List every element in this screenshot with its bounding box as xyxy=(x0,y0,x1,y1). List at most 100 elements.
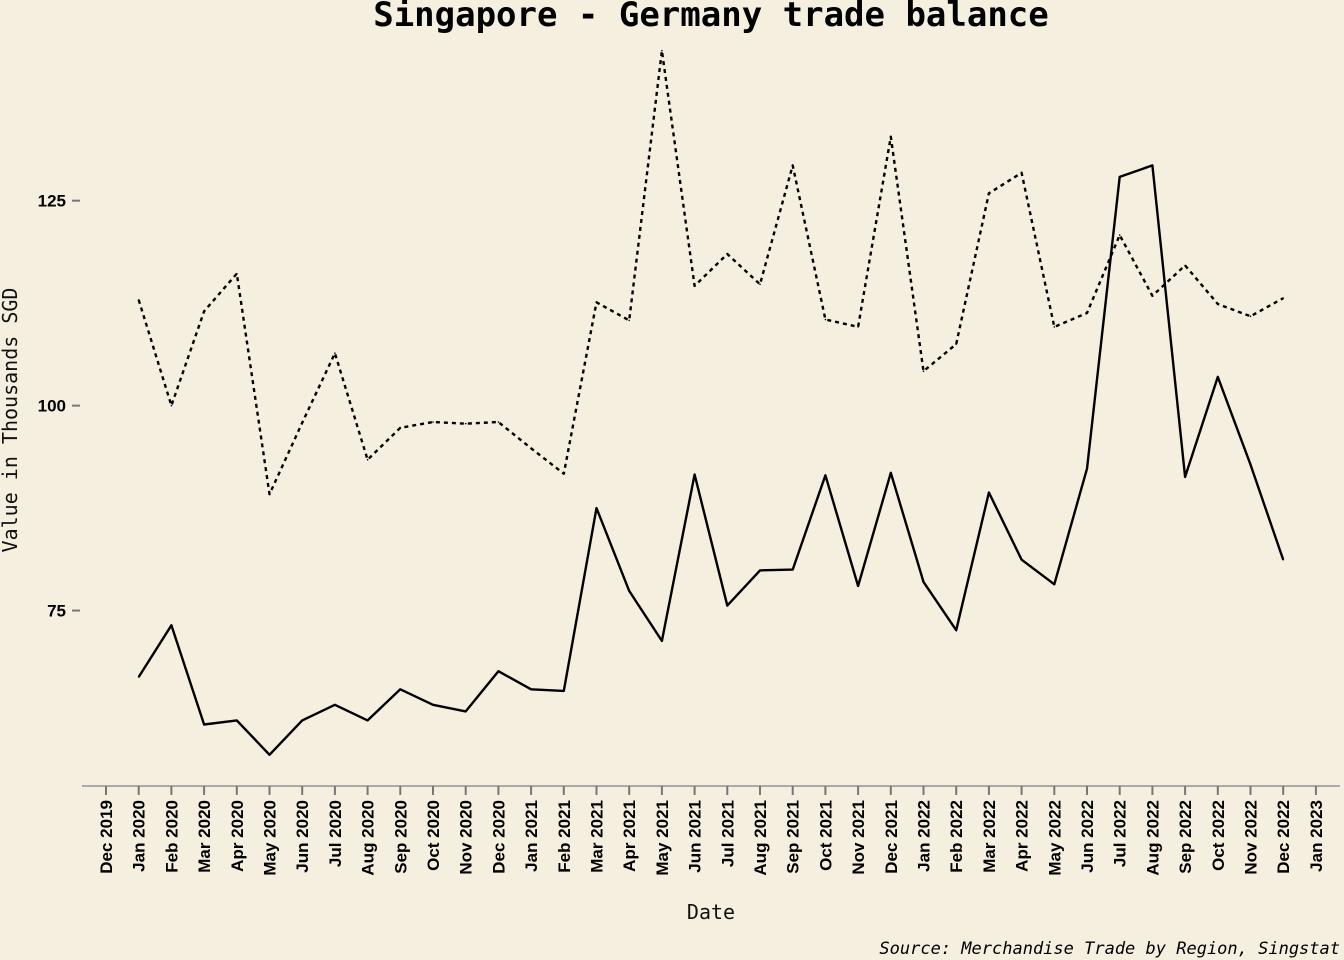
data-point xyxy=(791,568,794,571)
data-point xyxy=(366,458,369,461)
x-tick-label: Jan 2020 xyxy=(130,800,149,872)
data-point xyxy=(137,299,140,301)
data-point xyxy=(1086,467,1088,470)
x-tick-label: Oct 2020 xyxy=(424,800,443,871)
data-point xyxy=(1053,583,1056,586)
data-point xyxy=(170,624,173,627)
data-point xyxy=(497,421,500,423)
data-point xyxy=(1118,176,1121,178)
data-point xyxy=(595,507,598,509)
x-tick-label: Mar 2022 xyxy=(980,800,999,873)
dashed-series-line xyxy=(137,49,1284,496)
data-point xyxy=(661,49,663,52)
data-point xyxy=(759,569,761,572)
x-tick-label: May 2022 xyxy=(1045,800,1064,876)
x-tick-label: Dec 2019 xyxy=(97,800,116,874)
x-tick-label: May 2021 xyxy=(653,800,672,876)
data-point xyxy=(236,272,238,275)
x-tick-label: Jun 2022 xyxy=(1078,800,1097,873)
x-tick-label: Aug 2020 xyxy=(359,800,378,876)
data-point xyxy=(955,343,957,345)
series-layer xyxy=(137,49,1285,756)
x-tick-label: Feb 2022 xyxy=(947,800,966,873)
x-tick-label: Dec 2021 xyxy=(882,800,901,874)
solid-series-line xyxy=(137,164,1285,756)
data-point xyxy=(1282,558,1284,561)
data-point xyxy=(988,192,990,195)
x-tick-label: Feb 2021 xyxy=(555,800,574,873)
data-point xyxy=(366,719,369,722)
data-point xyxy=(399,688,402,691)
data-point xyxy=(1249,463,1252,466)
data-point xyxy=(988,491,990,494)
x-tick-label: Jul 2021 xyxy=(718,800,737,867)
y-tick-label: 125 xyxy=(38,192,66,211)
x-tick-label: Feb 2020 xyxy=(162,800,181,873)
data-point xyxy=(1020,172,1023,174)
x-tick-label: Jan 2023 xyxy=(1307,800,1326,872)
data-point xyxy=(137,676,140,678)
data-point xyxy=(693,285,696,287)
data-point xyxy=(497,670,500,673)
x-tick-label: Dec 2020 xyxy=(489,800,508,874)
data-point xyxy=(1053,326,1056,328)
data-point xyxy=(759,283,761,286)
data-point xyxy=(922,370,925,372)
data-point xyxy=(1184,476,1186,478)
x-tick-label: Jan 2022 xyxy=(915,800,934,872)
data-point xyxy=(268,493,271,495)
data-point xyxy=(857,326,859,328)
data-point xyxy=(268,754,271,756)
source-caption: Source: Merchandise Trade by Region, Sin… xyxy=(879,939,1340,959)
x-tick-label: Jul 2022 xyxy=(1111,800,1130,867)
x-axis-title: Date xyxy=(687,900,735,924)
data-point xyxy=(693,473,696,476)
x-tick-label: Jun 2020 xyxy=(293,800,312,873)
data-point xyxy=(595,301,598,304)
data-point xyxy=(399,426,402,429)
x-tick-label: Jul 2020 xyxy=(326,800,345,867)
data-point xyxy=(432,421,434,423)
x-tick-label: May 2020 xyxy=(261,800,280,876)
x-tick-label: Nov 2022 xyxy=(1242,800,1261,875)
data-point xyxy=(726,253,729,255)
data-point xyxy=(432,704,434,706)
data-point xyxy=(236,719,238,722)
data-point xyxy=(203,310,205,313)
data-point xyxy=(661,640,663,642)
data-point xyxy=(824,318,827,321)
data-point xyxy=(530,688,532,691)
data-point xyxy=(824,474,827,477)
x-axis: Dec 2019 Jan 2020 Feb 2020 Mar 2020 Apr 2020… xyxy=(82,785,1340,876)
x-tick-label: Sep 2022 xyxy=(1176,800,1195,874)
data-point xyxy=(464,710,467,713)
data-point xyxy=(464,422,467,425)
data-point xyxy=(955,629,957,632)
x-tick-label: Mar 2020 xyxy=(195,800,214,873)
data-point xyxy=(1151,164,1154,167)
x-tick-label: Sep 2021 xyxy=(784,800,803,874)
y-tick-label: 100 xyxy=(38,397,66,416)
x-tick-label: Mar 2021 xyxy=(588,800,607,873)
data-point xyxy=(1151,294,1154,297)
x-tick-label: Dec 2022 xyxy=(1274,800,1293,874)
y-tick-label: 75 xyxy=(47,602,66,621)
data-point xyxy=(1217,376,1219,378)
x-tick-label: Apr 2021 xyxy=(620,800,639,872)
data-point xyxy=(1020,558,1023,561)
data-point xyxy=(890,135,892,138)
y-axis-title: Value in Thousands SGD xyxy=(0,288,22,553)
data-point xyxy=(203,723,205,726)
x-tick-label: Jun 2021 xyxy=(686,800,705,873)
x-tick-label: Jan 2021 xyxy=(522,800,541,872)
data-point xyxy=(1249,315,1252,318)
chart-title: Singapore - Germany trade balance xyxy=(373,0,1049,35)
x-tick-label: Apr 2022 xyxy=(1013,800,1032,872)
data-point xyxy=(170,404,173,407)
data-point xyxy=(1217,303,1219,305)
data-point xyxy=(791,164,794,167)
data-point xyxy=(563,690,565,692)
data-point xyxy=(726,604,729,607)
x-tick-label: Nov 2020 xyxy=(457,800,476,875)
